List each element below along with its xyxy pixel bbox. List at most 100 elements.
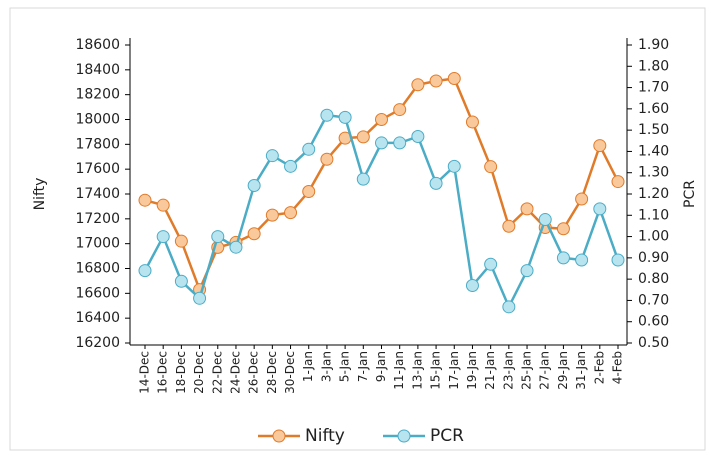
point (429, 74, 443, 88)
x-tick-label: 11-Jan (392, 351, 406, 390)
y-tick-label: 16800 (75, 261, 120, 277)
legend-marker (272, 429, 286, 443)
point (556, 222, 570, 236)
x-tick-label: 5-Jan (338, 351, 352, 382)
point (611, 175, 625, 189)
point (393, 103, 407, 117)
y-tick-label: 17200 (75, 211, 120, 227)
point (502, 219, 516, 233)
y2-axis-title: PCR (682, 180, 698, 208)
point (375, 136, 388, 150)
point (338, 110, 352, 124)
y2-tick-label: 1.00 (638, 229, 669, 245)
point (193, 291, 207, 305)
point (593, 202, 607, 216)
y2-tick-label: 1.50 (638, 122, 669, 138)
x-tick-label: 20-Dec (192, 351, 206, 394)
point (284, 159, 298, 173)
point (156, 198, 170, 212)
point (520, 202, 534, 216)
x-tick-label: 30-Dec (283, 351, 297, 394)
legend-label: Nifty (305, 426, 345, 446)
y2-tick-label: 1.20 (638, 186, 669, 202)
y2-tick-label: 1.40 (638, 143, 669, 159)
x-tick-label: 9-Jan (374, 351, 388, 382)
y2-tick-label: 0.60 (638, 314, 669, 330)
x-tick-label: 29-Jan (556, 351, 570, 390)
x-tick-label: 17-Jan (447, 351, 461, 390)
point (484, 257, 498, 271)
y-tick-label: 18600 (75, 37, 120, 53)
point (538, 213, 552, 227)
x-tick-label: 18-Dec (174, 351, 188, 394)
y2-tick-label: 0.80 (638, 271, 669, 287)
point (265, 149, 279, 163)
x-tick-label: 14-Dec (138, 351, 152, 394)
point (247, 178, 261, 192)
point (356, 130, 370, 144)
y-tick-label: 16600 (75, 285, 120, 301)
point (393, 136, 407, 150)
x-tick-label: 15-Jan (429, 351, 443, 390)
point (447, 159, 461, 173)
point (611, 253, 625, 267)
point (320, 152, 334, 166)
point (484, 160, 498, 174)
point (156, 230, 170, 244)
x-tick-label: 1-Jan (301, 351, 315, 382)
y2-tick-label: 1.10 (638, 207, 669, 223)
y2-tick-label: 0.90 (638, 250, 669, 266)
x-tick-label: 23-Jan (501, 351, 515, 390)
point (356, 172, 370, 186)
point (465, 279, 479, 293)
point (375, 113, 388, 126)
x-tick-label: 2-Feb (592, 351, 606, 384)
point (575, 253, 589, 267)
point (429, 176, 443, 190)
legend-marker (397, 429, 411, 443)
x-tick-label: 7-Jan (356, 351, 370, 382)
y-tick-label: 18200 (75, 87, 120, 103)
y2-tick-label: 0.70 (638, 292, 669, 308)
point (593, 139, 607, 153)
point (502, 300, 516, 314)
y2-tick-label: 1.60 (638, 101, 669, 117)
y-tick-label: 16200 (75, 335, 120, 351)
x-tick-label: 26-Dec (247, 351, 261, 394)
point (411, 78, 425, 92)
y-tick-label: 17400 (75, 186, 120, 202)
point (411, 130, 425, 144)
point (229, 240, 243, 254)
y-tick-label: 18400 (75, 62, 120, 78)
x-tick-label: 19-Jan (465, 351, 479, 390)
y2-tick-label: 1.30 (638, 165, 669, 181)
x-tick-label: 13-Jan (410, 351, 424, 390)
legend-label: PCR (430, 426, 464, 446)
point (211, 230, 225, 244)
chart-border (9, 7, 706, 451)
y-tick-label: 18000 (75, 112, 120, 128)
x-tick-label: 25-Jan (520, 351, 534, 390)
y2-tick-label: 1.90 (638, 37, 669, 53)
x-tick-label: 24-Dec (228, 351, 242, 394)
y-tick-label: 17800 (75, 136, 120, 152)
x-tick-label: 16-Dec (156, 351, 170, 394)
point (247, 227, 261, 241)
x-tick-label: 27-Jan (538, 351, 552, 390)
x-tick-label: 28-Dec (265, 351, 279, 394)
point (520, 264, 534, 278)
point (320, 108, 334, 122)
y2-tick-label: 1.70 (638, 80, 669, 96)
point (174, 234, 188, 248)
x-tick-label: 3-Jan (319, 351, 333, 382)
point (465, 115, 479, 129)
point (447, 72, 461, 86)
y2-tick-label: 1.80 (638, 58, 669, 74)
point (174, 274, 188, 288)
point (302, 142, 316, 156)
point (302, 185, 316, 199)
x-tick-label: 21-Jan (483, 351, 497, 390)
point (265, 208, 279, 222)
y-tick-label: 16400 (75, 310, 120, 326)
